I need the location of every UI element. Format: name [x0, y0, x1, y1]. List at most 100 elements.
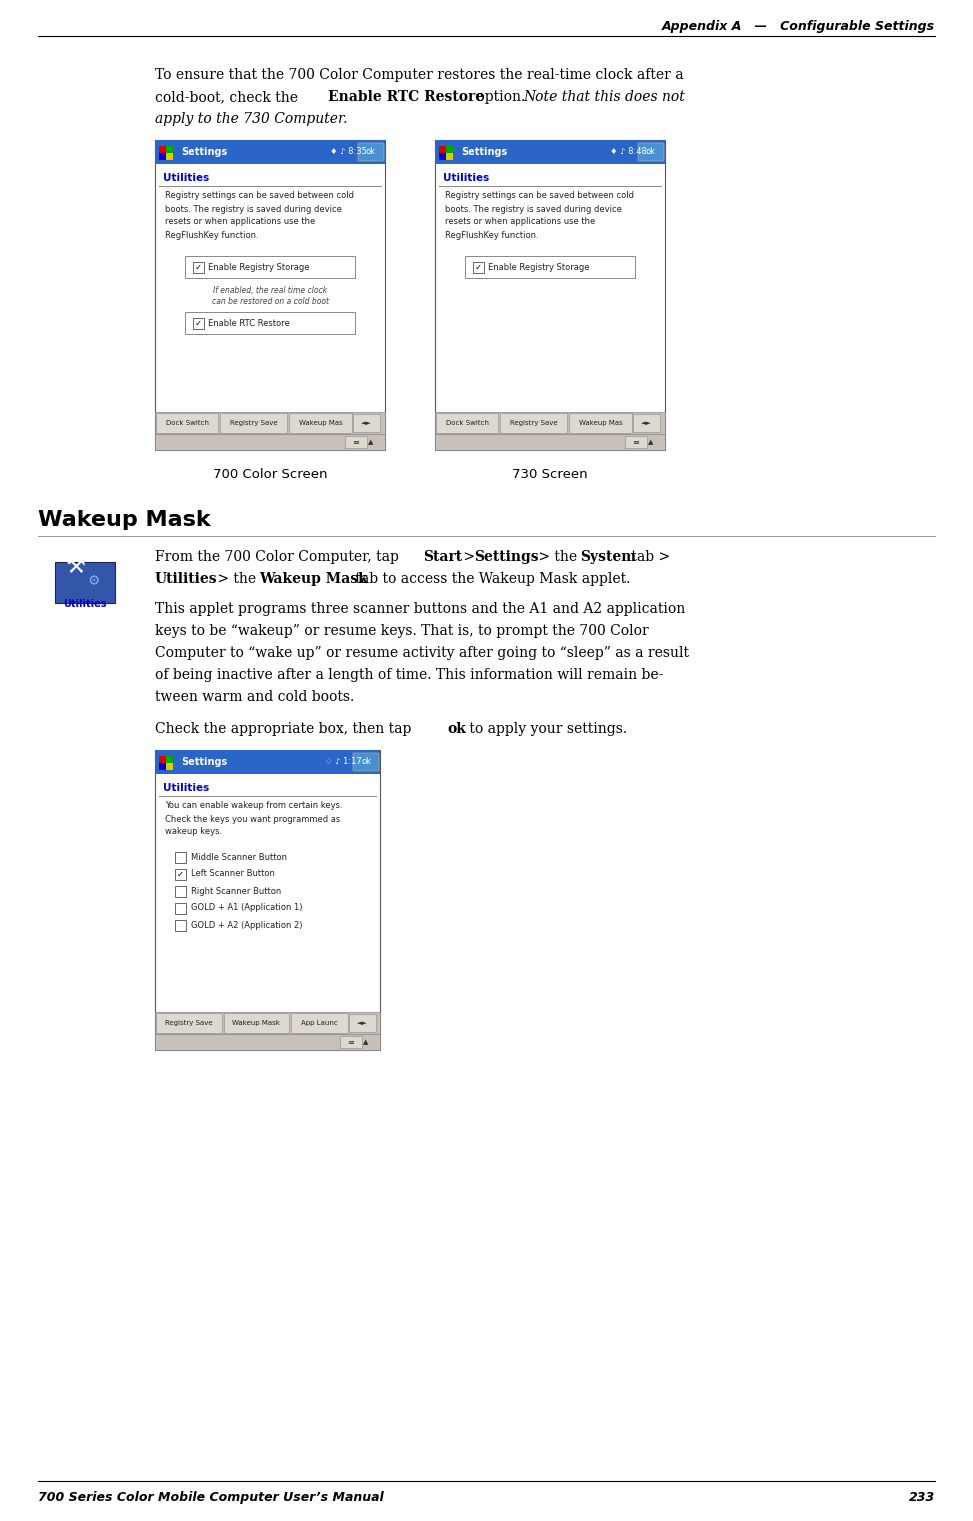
Bar: [340, 1036, 362, 1048]
Text: Appendix A   —   Configurable Settings: Appendix A — Configurable Settings: [662, 20, 935, 33]
Text: Wakeup Mas: Wakeup Mas: [579, 420, 623, 426]
Bar: [155, 750, 380, 774]
Text: Enable Registry Storage: Enable Registry Storage: [208, 263, 309, 272]
Text: 730 Screen: 730 Screen: [512, 468, 588, 481]
Text: Settings: Settings: [181, 148, 228, 157]
Text: Wakeup Mas: Wakeup Mas: [299, 420, 342, 426]
Text: Note that this does not: Note that this does not: [523, 90, 685, 103]
Text: keys to be “wakeup” or resume keys. That is, to prompt the 700 Color: keys to be “wakeup” or resume keys. That…: [155, 624, 649, 637]
Bar: [185, 312, 355, 335]
Text: ◄►: ◄►: [361, 420, 372, 426]
Bar: [632, 414, 661, 432]
Bar: [175, 852, 186, 862]
Bar: [465, 256, 635, 278]
Bar: [625, 437, 647, 449]
Text: of being inactive after a length of time. This information will remain be-: of being inactive after a length of time…: [155, 668, 664, 681]
Text: ♦ ♪ 8:48: ♦ ♪ 8:48: [610, 148, 647, 157]
Text: cold-boot, check the: cold-boot, check the: [155, 90, 303, 103]
Text: Enable RTC Restore: Enable RTC Restore: [208, 318, 290, 327]
Bar: [435, 140, 665, 450]
Text: Wakeup Mask: Wakeup Mask: [259, 572, 368, 586]
Bar: [289, 414, 352, 433]
Text: RegFlushKey function.: RegFlushKey function.: [165, 231, 259, 239]
Text: Left Scanner Button: Left Scanner Button: [191, 870, 275, 879]
Bar: [175, 885, 186, 896]
Text: This applet programs three scanner buttons and the A1 and A2 application: This applet programs three scanner butto…: [155, 602, 685, 616]
Text: resets or when applications use the: resets or when applications use the: [445, 218, 595, 227]
Text: ok: ok: [366, 148, 376, 157]
Text: ▲: ▲: [363, 1039, 369, 1045]
FancyBboxPatch shape: [353, 753, 379, 771]
Text: Right Scanner Button: Right Scanner Button: [191, 887, 281, 896]
Text: > the: > the: [213, 572, 261, 586]
Text: App Launc: App Launc: [301, 1021, 338, 1027]
Bar: [156, 1013, 222, 1033]
Text: Settings: Settings: [181, 757, 228, 767]
Text: boots. The registry is saved during device: boots. The registry is saved during devi…: [445, 204, 622, 213]
Text: Utilities: Utilities: [163, 783, 209, 792]
Bar: [446, 146, 453, 154]
Bar: [291, 1013, 347, 1033]
Text: ♦ ♪ 8:35: ♦ ♪ 8:35: [330, 148, 367, 157]
Text: ♢ ♪ 1:17: ♢ ♪ 1:17: [325, 757, 362, 767]
Bar: [353, 414, 380, 432]
Bar: [435, 433, 665, 450]
Text: Middle Scanner Button: Middle Scanner Button: [191, 852, 287, 861]
Bar: [156, 414, 218, 433]
Bar: [193, 318, 204, 329]
Bar: [439, 154, 446, 160]
Text: ⚙: ⚙: [88, 573, 100, 589]
Text: Settings: Settings: [474, 551, 539, 564]
Text: 233: 233: [909, 1491, 935, 1504]
Text: To ensure that the 700 Color Computer restores the real-time clock after a: To ensure that the 700 Color Computer re…: [155, 68, 684, 82]
Bar: [435, 412, 665, 433]
Bar: [159, 146, 166, 154]
Text: RegFlushKey function.: RegFlushKey function.: [445, 231, 539, 239]
Bar: [166, 764, 173, 770]
Text: Dock Switch: Dock Switch: [165, 420, 208, 426]
Bar: [159, 154, 166, 160]
Text: boots. The registry is saved during device: boots. The registry is saved during devi…: [165, 204, 342, 213]
Text: ▲: ▲: [369, 440, 374, 446]
Bar: [175, 868, 186, 879]
Text: tab >: tab >: [627, 551, 670, 564]
Text: ⚒: ⚒: [66, 557, 86, 578]
Bar: [155, 1034, 380, 1049]
Bar: [155, 140, 385, 450]
Bar: [166, 154, 173, 160]
Text: Enable RTC Restore: Enable RTC Restore: [328, 90, 485, 103]
Text: Utilities: Utilities: [155, 572, 218, 586]
Text: ≡: ≡: [352, 438, 359, 447]
Text: ok: ok: [447, 722, 466, 736]
Text: Wakeup Mask: Wakeup Mask: [233, 1021, 280, 1027]
Text: ▲: ▲: [648, 440, 654, 446]
Text: ok: ok: [361, 757, 371, 767]
Bar: [166, 146, 173, 154]
Bar: [155, 140, 385, 164]
Text: ✓: ✓: [177, 870, 184, 879]
Text: ✓: ✓: [475, 263, 482, 272]
Bar: [155, 433, 385, 450]
FancyBboxPatch shape: [358, 143, 384, 161]
Bar: [439, 146, 446, 154]
Text: ok: ok: [646, 148, 656, 157]
Text: Registry Save: Registry Save: [230, 420, 277, 426]
Bar: [569, 414, 631, 433]
Bar: [159, 756, 166, 764]
Text: ≡: ≡: [632, 438, 639, 447]
Bar: [155, 750, 380, 1049]
Text: Utilities: Utilities: [63, 599, 107, 608]
Text: You can enable wakeup from certain keys.: You can enable wakeup from certain keys.: [165, 802, 342, 811]
Text: Registry Save: Registry Save: [510, 420, 558, 426]
Bar: [175, 920, 186, 931]
Text: resets or when applications use the: resets or when applications use the: [165, 218, 315, 227]
Text: ✓: ✓: [195, 263, 202, 272]
Text: wakeup keys.: wakeup keys.: [165, 827, 222, 837]
Text: GOLD + A1 (Application 1): GOLD + A1 (Application 1): [191, 903, 303, 913]
Text: From the 700 Color Computer, tap: From the 700 Color Computer, tap: [155, 551, 403, 564]
Text: Utilities: Utilities: [163, 173, 209, 183]
Bar: [224, 1013, 289, 1033]
Text: System: System: [580, 551, 636, 564]
Text: Dock Switch: Dock Switch: [446, 420, 488, 426]
Text: Enable Registry Storage: Enable Registry Storage: [488, 263, 590, 272]
